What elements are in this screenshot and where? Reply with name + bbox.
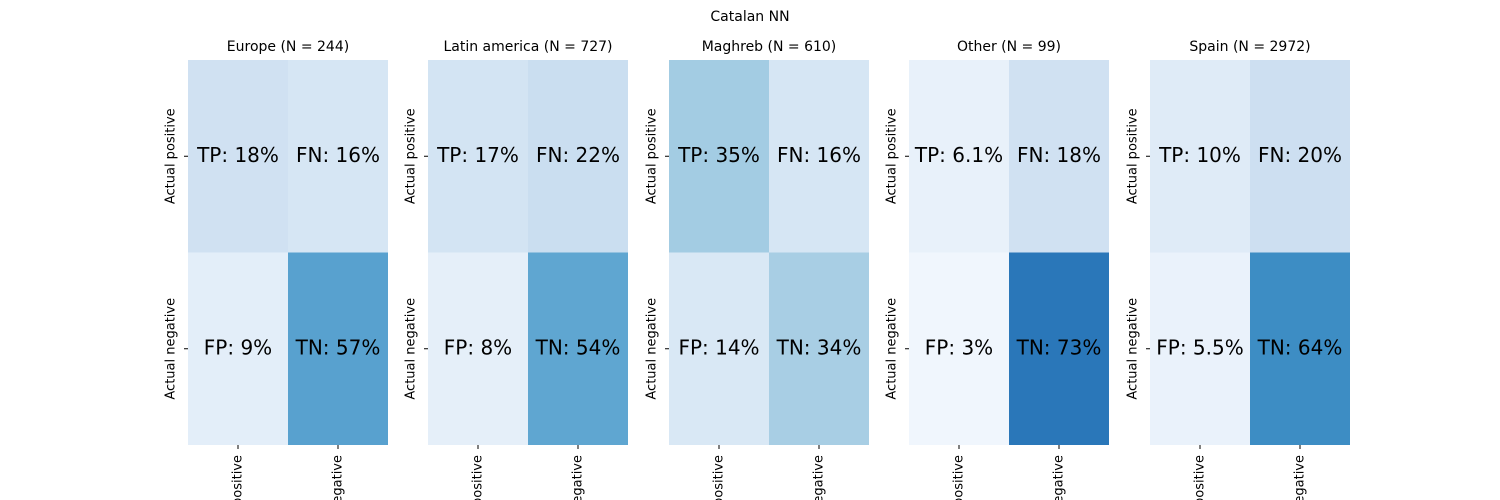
cell [669, 60, 769, 253]
y-tick-label: Actual positive [404, 108, 419, 204]
cell [1009, 252, 1109, 445]
cell [528, 252, 628, 445]
panel-title: Latin america (N = 727) [443, 39, 612, 55]
panel-title: Other (N = 99) [957, 39, 1061, 55]
cell-label: TN: 73% [1016, 335, 1102, 359]
cell [669, 252, 769, 445]
cell-label: TP: 18% [196, 143, 279, 167]
y-tick-label: Actual positive [885, 108, 900, 204]
cell-label: TP: 35% [677, 143, 760, 167]
cell-label: TP: 17% [436, 143, 519, 167]
cell [428, 252, 528, 445]
cell [1150, 252, 1250, 445]
cell-label: TP: 10% [1158, 143, 1241, 167]
x-tick-label: Predicted negative [812, 455, 827, 500]
x-tick-label: Predicted positive [712, 455, 727, 500]
cell [909, 60, 1009, 253]
cell-label: TN: 34% [776, 335, 862, 359]
x-tick-label: Predicted negative [571, 455, 586, 500]
cell [188, 60, 288, 253]
panel-title: Maghreb (N = 610) [702, 39, 837, 55]
cell [528, 60, 628, 253]
cell [288, 60, 388, 253]
cell-label: TP: 6.1% [914, 143, 1003, 167]
x-tick-label: Predicted negative [1293, 455, 1308, 500]
cell-label: FN: 16% [296, 143, 380, 167]
cell [188, 252, 288, 445]
cell [1250, 60, 1350, 253]
panel-title: Europe (N = 244) [227, 39, 349, 55]
cell [288, 252, 388, 445]
cell-label: FP: 14% [678, 335, 759, 359]
cell [1009, 60, 1109, 253]
y-tick-label: Actual positive [164, 108, 179, 204]
cell [1150, 60, 1250, 253]
cell-label: FN: 16% [777, 143, 861, 167]
x-tick-label: Predicted negative [331, 455, 346, 500]
cell [428, 60, 528, 253]
x-tick-label: Predicted positive [231, 455, 246, 500]
cell-label: TN: 57% [295, 335, 381, 359]
panel-title: Spain (N = 2972) [1189, 39, 1310, 55]
x-tick-label: Predicted positive [1193, 455, 1208, 500]
cell [769, 252, 869, 445]
cell-label: FN: 22% [536, 143, 620, 167]
chart-title: Catalan NN [710, 9, 789, 25]
y-tick-label: Actual positive [645, 108, 660, 204]
y-tick-label: Actual positive [1126, 108, 1141, 204]
x-tick-label: Predicted positive [471, 455, 486, 500]
x-tick-label: Predicted positive [952, 455, 967, 500]
y-tick-label: Actual negative [885, 298, 900, 400]
y-tick-label: Actual negative [1126, 298, 1141, 400]
y-tick-label: Actual negative [645, 298, 660, 400]
cell-label: FP: 9% [204, 335, 272, 359]
y-tick-label: Actual negative [164, 298, 179, 400]
cell-label: FP: 5.5% [1156, 335, 1243, 359]
y-tick-label: Actual negative [404, 298, 419, 400]
cell-label: FN: 18% [1017, 143, 1101, 167]
cell [909, 252, 1009, 445]
cell [1250, 252, 1350, 445]
cell-label: FP: 3% [925, 335, 993, 359]
x-tick-label: Predicted negative [1052, 455, 1067, 500]
cell [769, 60, 869, 253]
cell-label: FP: 8% [444, 335, 512, 359]
cell-label: FN: 20% [1258, 143, 1342, 167]
cell-label: TN: 54% [535, 335, 621, 359]
cell-label: TN: 64% [1257, 335, 1343, 359]
